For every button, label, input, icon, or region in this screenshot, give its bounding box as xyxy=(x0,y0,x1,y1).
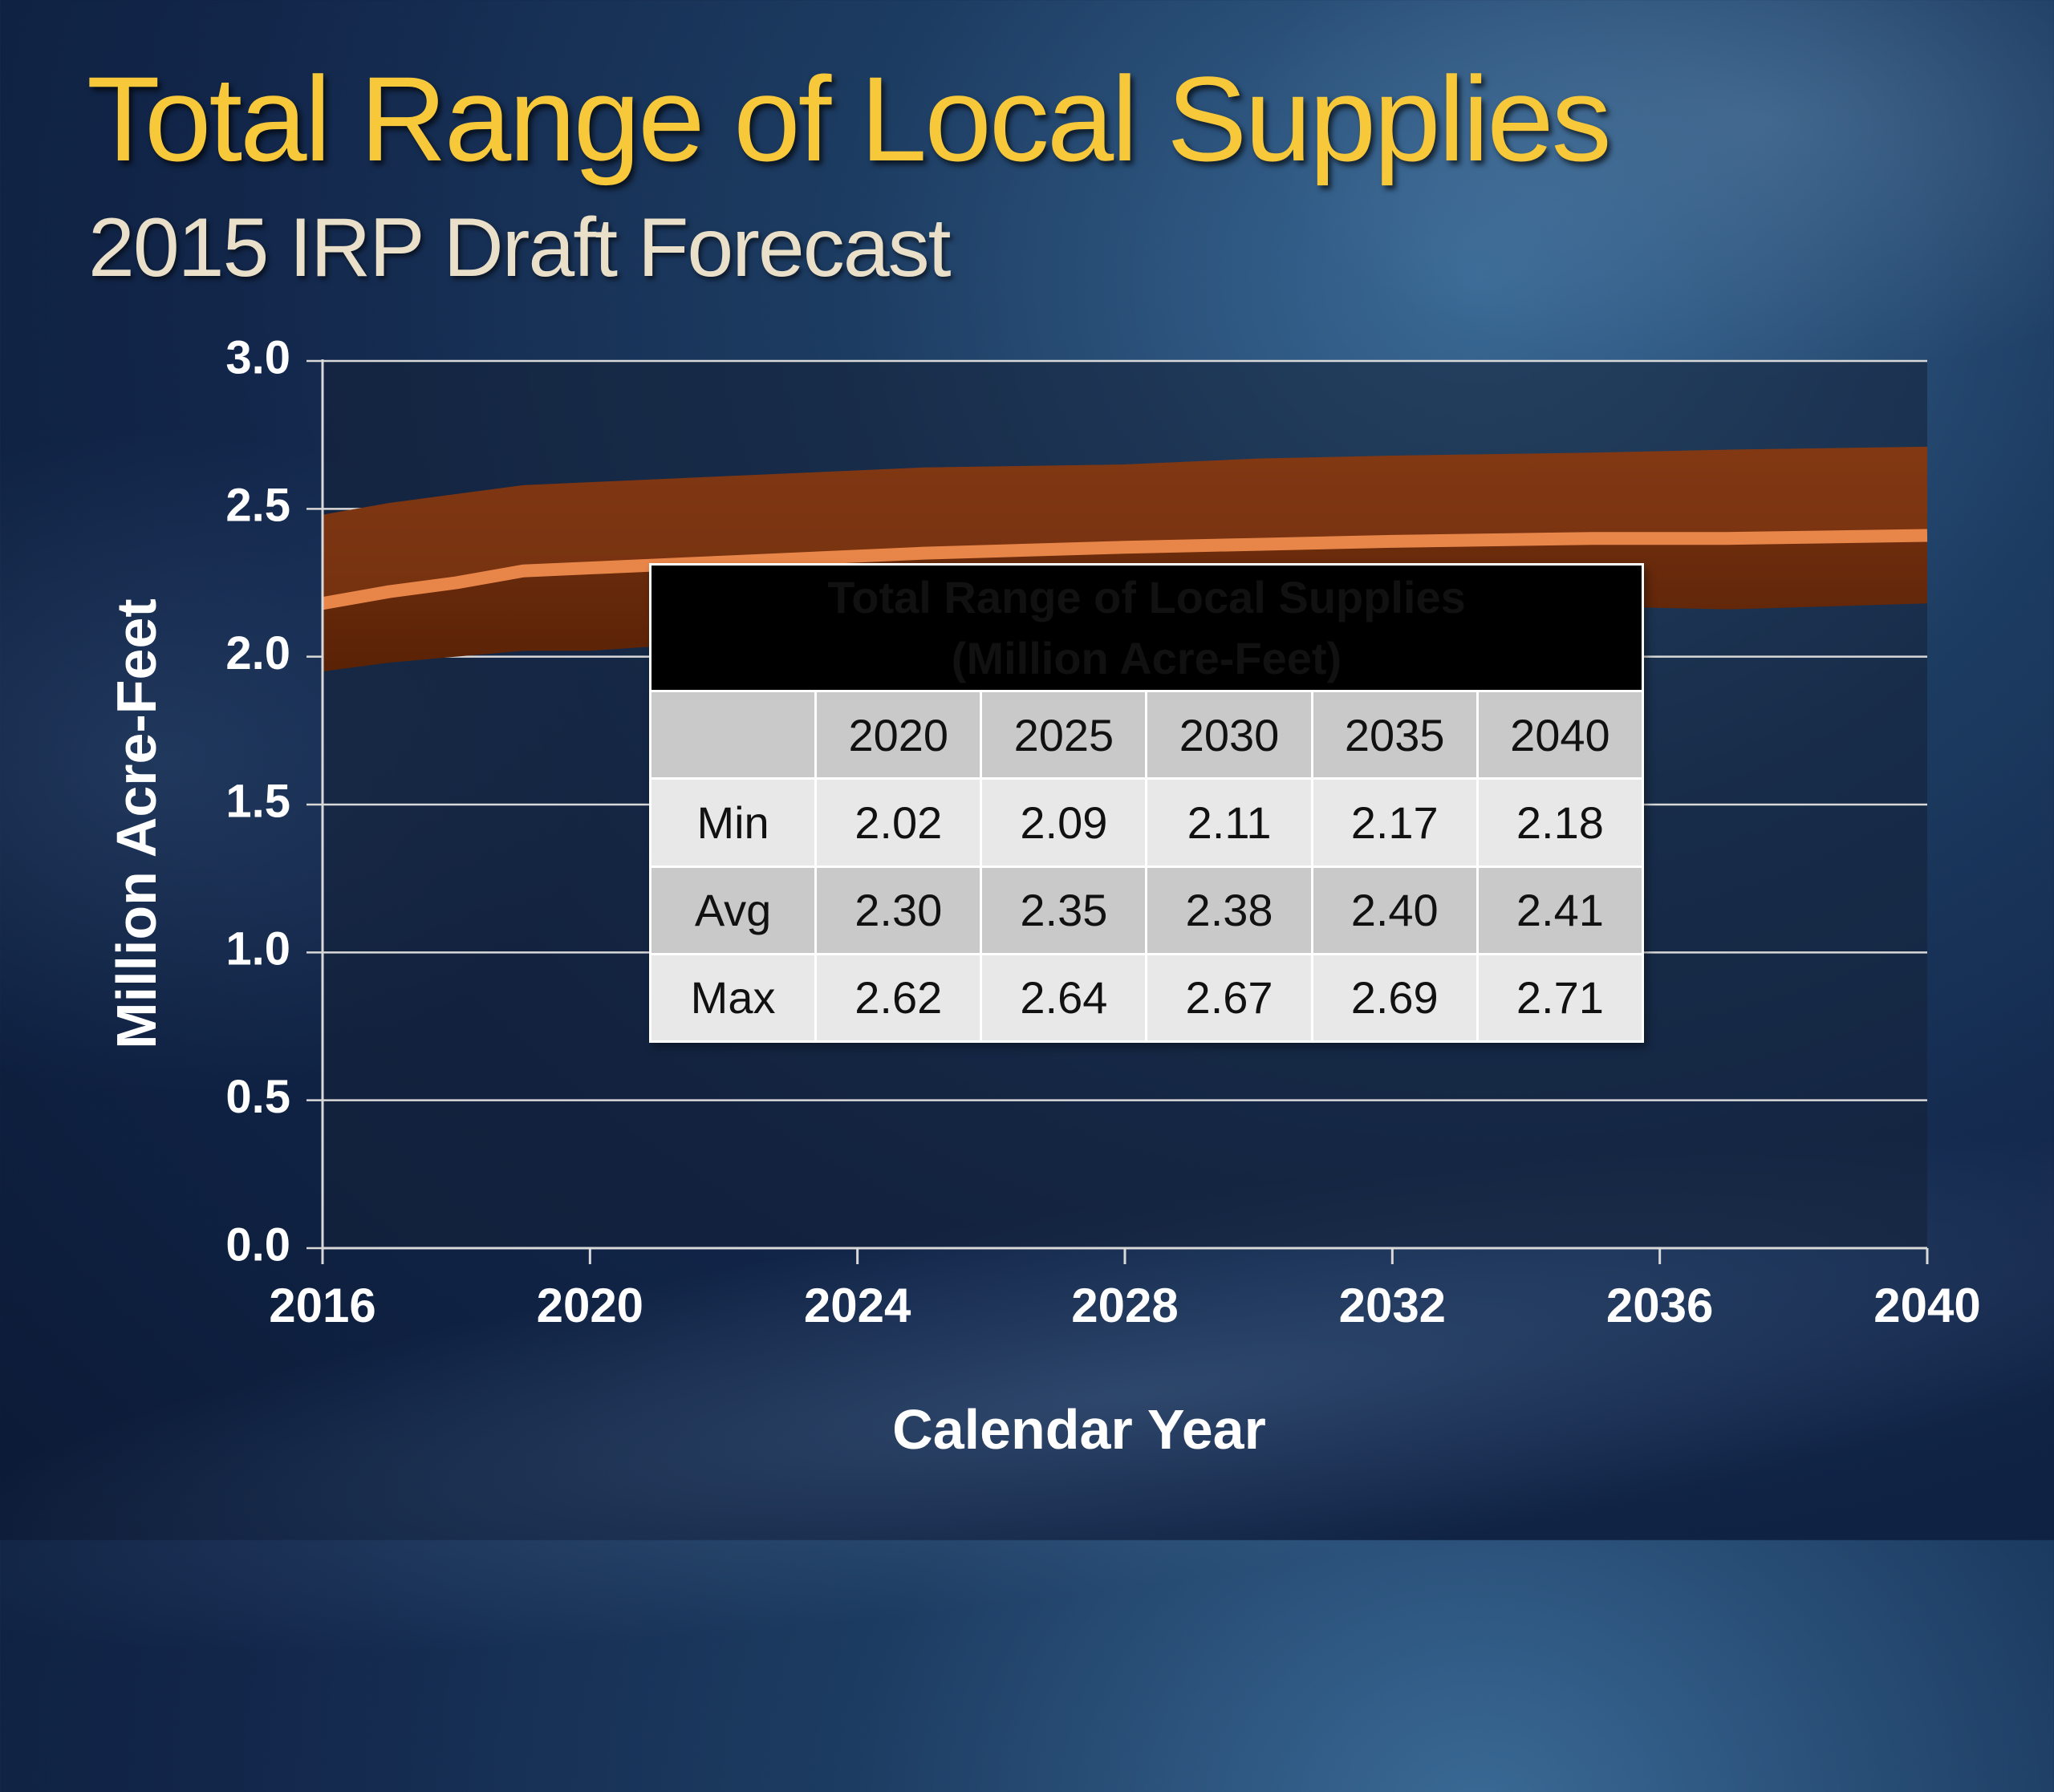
table-cell: 2.67 xyxy=(1145,952,1313,1044)
y-tick-label: 0.5 xyxy=(225,1071,290,1123)
table-row: Min 2.02 2.09 2.11 2.17 2.18 xyxy=(648,777,1645,868)
y-tick-label: 2.5 xyxy=(225,480,290,532)
table-caption-line2: (Million Acre-Feet) xyxy=(951,632,1342,683)
table-header-cell xyxy=(648,690,818,780)
table-header-cell: 2020 xyxy=(814,690,983,780)
y-tick-label: 1.5 xyxy=(225,775,290,827)
table-cell: 2.11 xyxy=(1145,777,1313,868)
x-tick-label: 2016 xyxy=(269,1279,375,1332)
y-tick-label: 1.0 xyxy=(225,923,290,975)
table-header-cell: 2025 xyxy=(980,690,1148,780)
avg-line xyxy=(321,529,1928,610)
table-row: Avg 2.30 2.35 2.38 2.40 2.41 xyxy=(648,865,1645,955)
table-cell: 2.35 xyxy=(980,865,1148,955)
table-header-cell: 2030 xyxy=(1145,690,1313,780)
range-band-upper xyxy=(323,446,1927,604)
table-cell: 2.69 xyxy=(1310,952,1479,1044)
table-caption: Total Range of Local Supplies (Million A… xyxy=(649,562,1644,693)
y-tick-label: 0.0 xyxy=(225,1218,290,1271)
axes xyxy=(321,359,1929,1264)
table-cell: 2.18 xyxy=(1476,777,1645,868)
y-tick-labels: 0.0 0.5 1.0 1.5 2.0 2.5 3.0 xyxy=(225,331,290,1271)
table-row-label: Max xyxy=(648,952,818,1044)
table-row-label: Min xyxy=(648,777,818,868)
x-tick-label: 2024 xyxy=(804,1279,911,1332)
x-tick-label: 2028 xyxy=(1071,1279,1178,1332)
x-tick-label: 2020 xyxy=(537,1279,643,1332)
table-cell: 2.71 xyxy=(1476,952,1645,1044)
table-cell: 2.64 xyxy=(980,952,1148,1044)
slide-subtitle: 2015 IRP Draft Forecast xyxy=(88,201,951,294)
x-tick-labels: 2016 2020 2024 2028 2032 2036 2040 xyxy=(269,1279,1980,1332)
y-axis-label: Million Acre-Feet xyxy=(105,598,168,1049)
table-cell: 2.09 xyxy=(980,777,1148,868)
table-header-cell: 2040 xyxy=(1476,690,1645,780)
table-row-label: Avg xyxy=(648,865,818,955)
table-cell: 2.62 xyxy=(814,952,983,1044)
table-cell: 2.38 xyxy=(1145,865,1313,955)
x-axis-label: Calendar Year xyxy=(892,1398,1266,1461)
avg-line-group xyxy=(321,529,1928,610)
table-row: Max 2.62 2.64 2.67 2.69 2.71 xyxy=(648,952,1645,1044)
summary-table: Total Range of Local Supplies (Million A… xyxy=(648,562,1645,1044)
table-cell: 2.02 xyxy=(814,777,983,868)
table-header-row: 2020 2025 2030 2035 2040 xyxy=(648,690,1645,780)
y-tick-label: 2.0 xyxy=(225,627,290,679)
y-tick-label: 3.0 xyxy=(225,331,290,383)
slide-title: Total Range of Local Supplies xyxy=(87,51,1612,186)
table-cell: 2.30 xyxy=(814,865,983,955)
x-tick-label: 2040 xyxy=(1873,1279,1980,1332)
table-cell: 2.41 xyxy=(1476,865,1645,955)
table-header-cell: 2035 xyxy=(1310,690,1479,780)
table-cell: 2.17 xyxy=(1310,777,1479,868)
x-tick-label: 2036 xyxy=(1606,1279,1713,1332)
table-caption-line1: Total Range of Local Supplies xyxy=(827,571,1466,622)
table-cell: 2.40 xyxy=(1310,865,1479,955)
x-tick-label: 2032 xyxy=(1339,1279,1446,1332)
